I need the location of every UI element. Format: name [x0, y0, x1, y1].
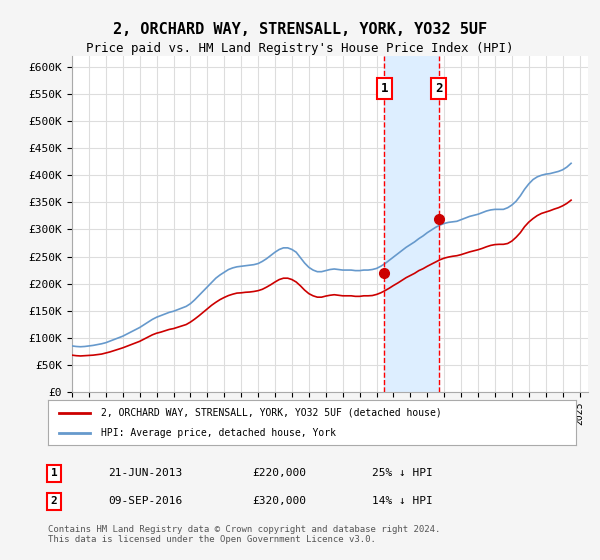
- Text: Price paid vs. HM Land Registry's House Price Index (HPI): Price paid vs. HM Land Registry's House …: [86, 42, 514, 55]
- Text: 21-JUN-2013: 21-JUN-2013: [108, 468, 182, 478]
- Text: 1: 1: [381, 82, 388, 95]
- Text: 2, ORCHARD WAY, STRENSALL, YORK, YO32 5UF (detached house): 2, ORCHARD WAY, STRENSALL, YORK, YO32 5U…: [101, 408, 442, 418]
- Bar: [385, 56, 439, 392]
- Text: 14% ↓ HPI: 14% ↓ HPI: [372, 496, 433, 506]
- Text: HPI: Average price, detached house, York: HPI: Average price, detached house, York: [101, 428, 336, 438]
- Text: 2: 2: [50, 496, 58, 506]
- Text: Contains HM Land Registry data © Crown copyright and database right 2024.
This d: Contains HM Land Registry data © Crown c…: [48, 525, 440, 544]
- Text: £320,000: £320,000: [252, 496, 306, 506]
- Text: 25% ↓ HPI: 25% ↓ HPI: [372, 468, 433, 478]
- Text: 09-SEP-2016: 09-SEP-2016: [108, 496, 182, 506]
- Text: 2, ORCHARD WAY, STRENSALL, YORK, YO32 5UF: 2, ORCHARD WAY, STRENSALL, YORK, YO32 5U…: [113, 22, 487, 38]
- Text: 1: 1: [50, 468, 58, 478]
- Text: £220,000: £220,000: [252, 468, 306, 478]
- Text: 2: 2: [435, 82, 442, 95]
